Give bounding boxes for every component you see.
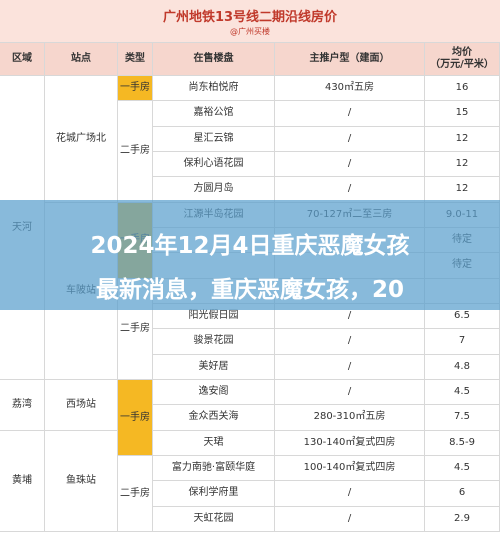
listing-estate: 阳光假日园 (153, 304, 275, 330)
overlay-banner: 2024年12月4日重庆恶魔女孩 最新消息，重庆恶魔女孩，20 (0, 200, 500, 310)
listing-estate: 保利学府里 (153, 481, 275, 507)
listing-estate: 保利心语花园 (153, 152, 275, 178)
column-header: 类型 (118, 42, 153, 76)
listing-layout: 100-140㎡复式四房 (275, 456, 425, 482)
listing-estate: 尚东柏悦府 (153, 76, 275, 102)
subtitle: @广州买楼 (230, 27, 270, 36)
column-header: 站点 (45, 42, 118, 76)
overlay-line: 最新消息，重庆恶魔女孩，20 (95, 277, 404, 303)
type-cell: 二手房 (118, 101, 153, 203)
listing-estate: 骏景花园 (153, 329, 275, 355)
column-header: 主推户型（建面） (275, 42, 425, 76)
type-cell: 二手房 (118, 278, 153, 380)
type-cell: 一手房 (118, 76, 153, 102)
listing-layout: / (275, 329, 425, 355)
listing-price: 12 (425, 152, 500, 178)
listing-layout: / (275, 304, 425, 330)
column-header: 均价 （万元/平米） (425, 42, 500, 76)
station-cell: 花城广场北 (45, 76, 118, 203)
listing-estate: 星汇云锦 (153, 126, 275, 152)
listing-layout: / (275, 380, 425, 406)
listing-price: 6 (425, 481, 500, 507)
listing-price: 7.5 (425, 405, 500, 431)
listing-price: 2.9 (425, 506, 500, 532)
listing-layout: 130-140㎡复式四房 (275, 430, 425, 456)
listing-price: 12 (425, 126, 500, 152)
station-cell: 西场站 (45, 380, 118, 431)
listing-price: 4.8 (425, 354, 500, 380)
listing-layout: / (275, 126, 425, 152)
listing-estate: 富力南驰·富颐华庭 (153, 456, 275, 482)
listing-layout: / (275, 481, 425, 507)
column-header: 在售楼盘 (153, 42, 275, 76)
title: 广州地铁13号线二期沿线房价 (162, 10, 338, 25)
header: 广州地铁13号线二期沿线房价 @广州买楼 (0, 0, 500, 42)
listing-estate: 天虹花园 (153, 506, 275, 532)
listing-layout: / (275, 354, 425, 380)
listing-layout: / (275, 152, 425, 178)
listing-estate: 方圆月岛 (153, 177, 275, 203)
listing-layout: 280-310㎡五房 (275, 405, 425, 431)
listing-layout: / (275, 177, 425, 203)
listing-layout: 430㎡五房 (275, 76, 425, 102)
station-cell: 鱼珠站 (45, 430, 118, 532)
listing-price: 15 (425, 101, 500, 127)
listing-estate: 美好居 (153, 354, 275, 380)
listing-estate: 逸安阁 (153, 380, 275, 406)
overlay-line: 2024年12月4日重庆恶魔女孩 (90, 233, 410, 259)
listing-estate: 金众西关海 (153, 405, 275, 431)
listing-estate: 天珺 (153, 430, 275, 456)
type-cell: 一手房 (118, 380, 153, 456)
listing-price: 4.5 (425, 380, 500, 406)
column-header: 区域 (0, 42, 45, 76)
listing-price: 16 (425, 76, 500, 102)
listing-price: 12 (425, 177, 500, 203)
region-cell: 荔湾 (0, 380, 45, 431)
listing-layout: / (275, 101, 425, 127)
listing-price: 7 (425, 329, 500, 355)
listing-estate: 嘉裕公馆 (153, 101, 275, 127)
type-cell: 二手房 (118, 456, 153, 532)
listing-price: 4.5 (425, 456, 500, 482)
listing-layout: / (275, 506, 425, 532)
region-cell: 黄埔 (0, 430, 45, 532)
listing-price: 8.5-9 (425, 430, 500, 456)
